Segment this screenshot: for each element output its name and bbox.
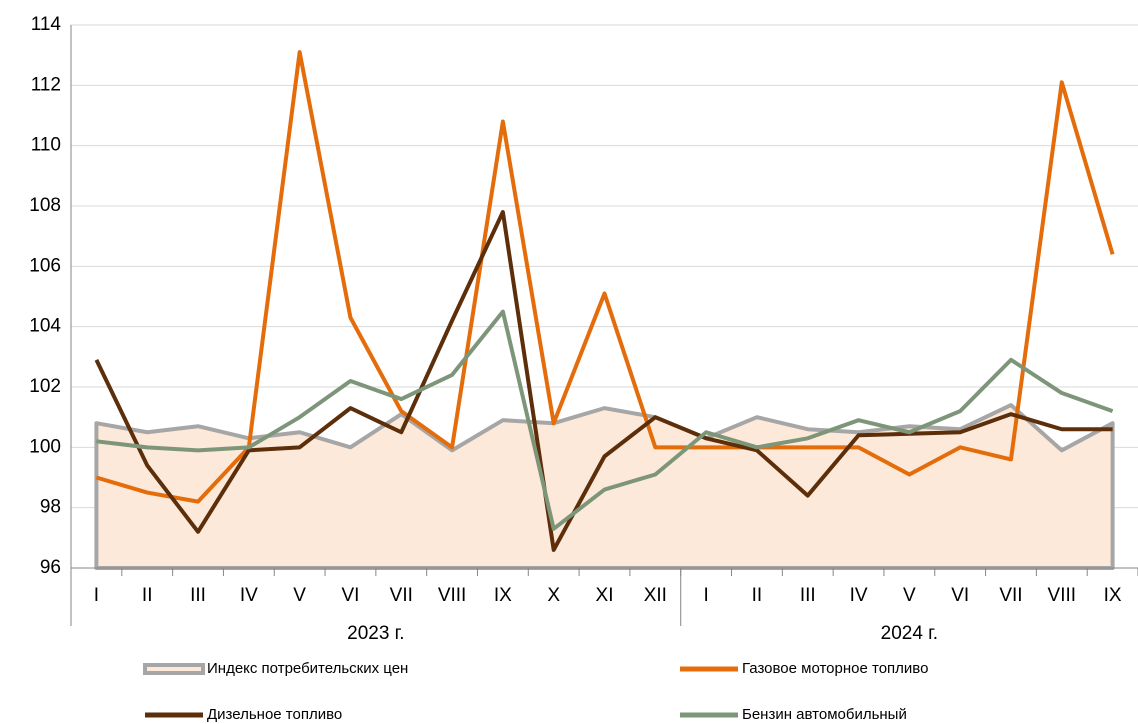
x-tick-label: I (94, 585, 99, 606)
legend-swatch (143, 663, 205, 675)
x-tick-label: X (547, 585, 560, 606)
legend-label: Бензин автомобильный (742, 706, 907, 723)
x-tick-label: VI (951, 585, 969, 606)
x-tick-label: IV (850, 585, 868, 606)
y-tick-label: 110 (31, 135, 61, 156)
x-tick-label: V (903, 585, 916, 606)
legend-label: Газовое моторное топливо (742, 660, 928, 677)
y-tick-label: 108 (29, 195, 61, 216)
x-tick-label: XII (644, 585, 667, 606)
x-tick-label: I (703, 585, 708, 606)
x-tick-label: XI (596, 585, 614, 606)
y-tick-label: 96 (40, 557, 61, 578)
legend-label: Дизельное топливо (207, 706, 342, 723)
x-tick-label: II (142, 585, 153, 606)
x-tick-label: IV (240, 585, 258, 606)
y-tick-label: 112 (31, 74, 61, 95)
x-tick-label: VII (390, 585, 413, 606)
x-tick-label: IX (494, 585, 512, 606)
x-tick-label: II (752, 585, 763, 606)
legend-label: Индекс потребительских цен (207, 660, 408, 677)
x-tick-label: VII (999, 585, 1022, 606)
area (94, 403, 1115, 570)
y-tick-label: 104 (29, 316, 61, 337)
x-tick-label: V (293, 585, 306, 606)
y-tick-label: 100 (29, 436, 61, 457)
y-tick-label: 114 (31, 14, 62, 35)
group-label: 2023 г. (347, 623, 404, 644)
x-tick-label: IX (1104, 585, 1122, 606)
x-tick-label: III (190, 585, 206, 606)
group-label: 2024 г. (881, 623, 938, 644)
x-tick-label: VIII (438, 585, 467, 606)
line (94, 210, 1113, 552)
line (95, 50, 1115, 504)
x-tick-label: III (800, 585, 816, 606)
y-tick-label: 102 (29, 376, 61, 397)
line (96, 309, 1114, 531)
y-tick-label: 98 (40, 497, 61, 518)
y-tick-label: 106 (29, 255, 61, 276)
x-tick-label: VI (341, 585, 359, 606)
x-tick-label: VIII (1048, 585, 1077, 606)
